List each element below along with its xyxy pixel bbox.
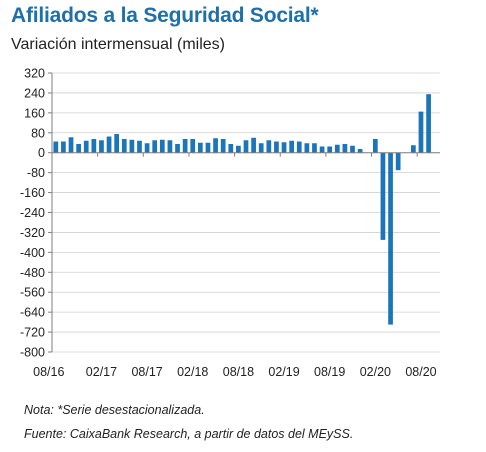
bar	[220, 139, 226, 153]
x-tick-label: 02/18	[177, 365, 208, 379]
y-tick-label: -800	[20, 346, 45, 360]
y-tick-label: -720	[20, 326, 45, 340]
bar	[350, 145, 355, 153]
x-tick-label: 08/20	[405, 365, 436, 379]
y-tick-label: -240	[20, 206, 45, 220]
bar	[388, 152, 393, 325]
bar	[251, 137, 256, 153]
bar	[99, 140, 104, 153]
bar	[296, 141, 302, 153]
y-tick-label: 320	[24, 67, 45, 81]
x-tick-label: 02/17	[86, 365, 117, 379]
bar	[236, 145, 241, 153]
y-tick-label: -160	[20, 186, 45, 200]
y-tick-label: -640	[20, 306, 45, 320]
bar	[319, 146, 325, 153]
bar	[91, 139, 97, 153]
bar	[159, 139, 165, 153]
bar	[334, 144, 340, 153]
bar	[197, 142, 203, 153]
y-tick-labels: 320 240 160 80 0 -80 -160 -240 -320 -400 -480 -560 -…	[20, 67, 45, 360]
bar	[182, 139, 188, 153]
bar	[312, 143, 317, 153]
bar	[152, 140, 158, 153]
bar	[304, 143, 310, 153]
y-tick-label: 80	[31, 126, 45, 140]
bar	[190, 139, 196, 153]
bar	[380, 152, 386, 240]
bars	[53, 94, 439, 325]
bar	[76, 143, 81, 153]
bar	[83, 140, 89, 153]
axes	[48, 72, 440, 353]
y-tick-label: -480	[20, 266, 45, 280]
bar	[213, 138, 218, 153]
bar	[114, 134, 120, 153]
y-tick-label: -320	[20, 226, 45, 240]
bar	[121, 139, 127, 153]
bar	[61, 141, 66, 153]
bar	[289, 140, 295, 153]
chart-subtitle: Variación intermensual (miles)	[11, 36, 225, 53]
bar	[167, 140, 173, 153]
bar	[137, 140, 142, 153]
bar	[342, 143, 348, 153]
x-tick-label: 08/17	[131, 365, 162, 379]
bar	[129, 139, 135, 153]
x-tick-labels: 08/16 02/17 08/17 02/18 08/18 02/19 08/19 02/20…	[33, 365, 437, 379]
bar	[258, 143, 264, 153]
bar	[68, 137, 74, 153]
bar	[228, 143, 234, 153]
y-tick-label: 240	[24, 86, 45, 100]
bar	[53, 141, 59, 153]
bar	[144, 143, 150, 153]
note-text: Nota: *Serie desestacionalizada.	[24, 403, 205, 417]
grid-lines	[52, 72, 440, 353]
bar	[266, 140, 272, 153]
chart-title: Afiliados a la Seguridad Social*	[11, 4, 319, 27]
bar-chart: 320 240 160 80 0 -80 -160 -240 -320 -400 -480 -560 -…	[20, 67, 440, 379]
bar	[418, 111, 424, 153]
bar	[106, 136, 112, 153]
bar	[395, 152, 401, 171]
bar	[372, 139, 378, 153]
bar	[243, 140, 249, 153]
x-tick-label: 08/19	[314, 365, 345, 379]
x-tick-label: 08/18	[223, 365, 254, 379]
bar	[281, 142, 287, 153]
x-tick-label: 02/20	[360, 365, 391, 379]
x-tick-label: 08/16	[33, 365, 64, 379]
bar	[411, 145, 416, 153]
bar	[357, 148, 363, 153]
y-tick-label: -80	[27, 166, 45, 180]
bar	[274, 141, 279, 153]
bar	[205, 142, 211, 153]
y-tick-label: -400	[20, 246, 45, 260]
bar	[175, 143, 180, 153]
x-tick-label: 02/19	[268, 365, 299, 379]
y-tick-label: 0	[38, 146, 45, 160]
y-tick-label: 160	[24, 106, 45, 120]
bar	[327, 146, 333, 153]
source-text: Fuente: CaixaBank Research, a partir de …	[24, 427, 354, 441]
bar	[426, 94, 431, 153]
y-tick-label: -560	[20, 286, 45, 300]
